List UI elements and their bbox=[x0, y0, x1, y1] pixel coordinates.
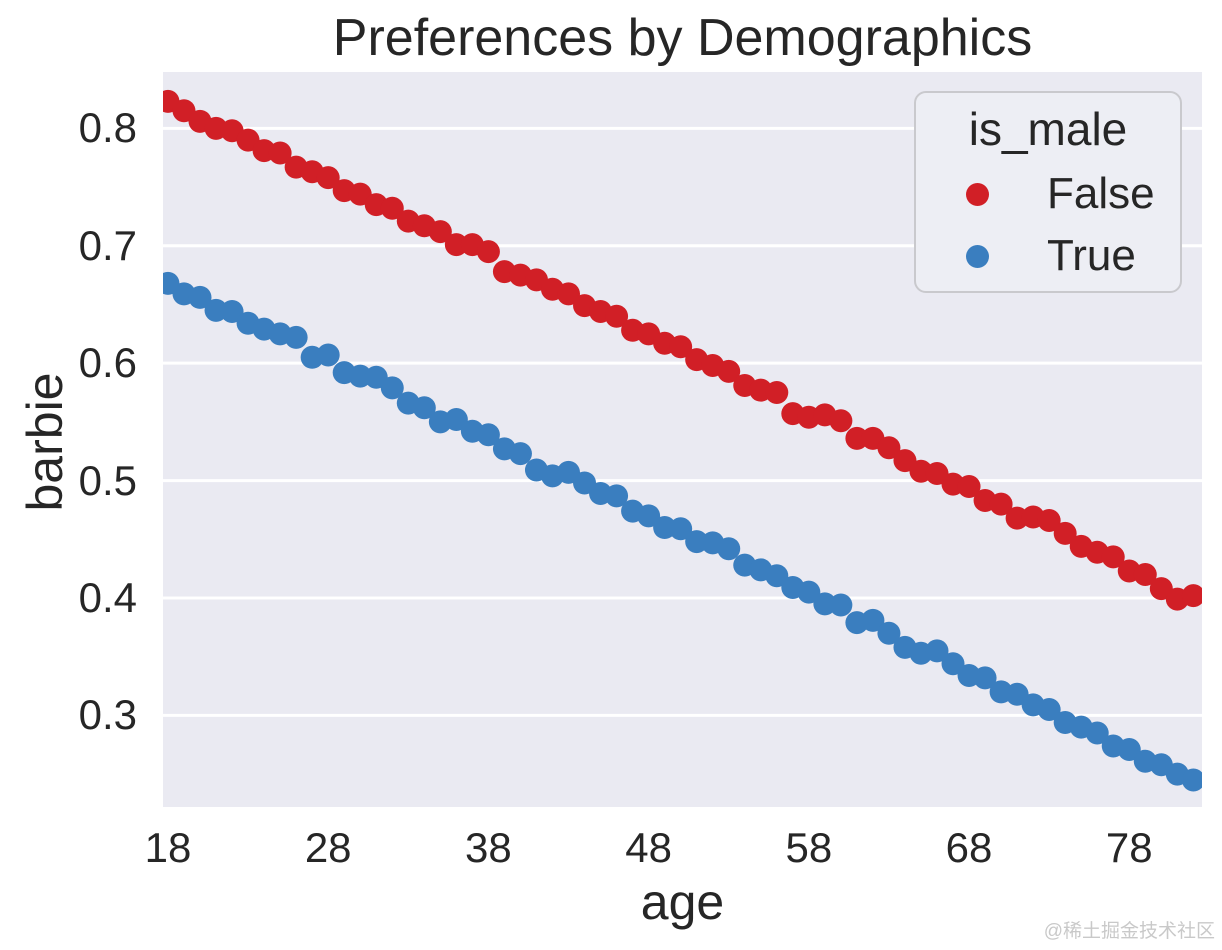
data-point-false bbox=[605, 304, 629, 328]
data-point-false bbox=[989, 492, 1013, 516]
data-point-true bbox=[476, 423, 500, 447]
y-tick-label: 0.8 bbox=[78, 104, 137, 152]
y-tick-label: 0.6 bbox=[78, 339, 137, 387]
watermark: @稀土掘金技术社区 bbox=[1043, 921, 1215, 942]
data-point-false bbox=[1053, 521, 1077, 545]
data-point-false bbox=[316, 166, 340, 190]
data-point-false bbox=[1037, 509, 1061, 533]
y-tick-label: 0.3 bbox=[78, 691, 137, 739]
data-point-false bbox=[444, 233, 468, 257]
true-series-marker-icon bbox=[966, 244, 989, 268]
data-point-true bbox=[765, 564, 789, 588]
y-tick-label: 0.5 bbox=[78, 456, 137, 504]
x-tick-label: 38 bbox=[465, 824, 512, 871]
y-tick-label: 0.4 bbox=[78, 574, 137, 621]
false-series-marker-icon bbox=[966, 182, 989, 206]
data-point-true bbox=[861, 608, 885, 632]
legend: is_male False True bbox=[914, 91, 1182, 293]
legend-entry-false: False bbox=[916, 163, 1180, 225]
data-point-false bbox=[557, 282, 581, 306]
data-point-false bbox=[877, 436, 901, 460]
data-point-true bbox=[1037, 698, 1061, 722]
data-point-true bbox=[508, 442, 532, 466]
data-point-true bbox=[1181, 768, 1202, 792]
x-tick-label: 58 bbox=[785, 824, 833, 871]
data-point-true bbox=[877, 621, 901, 645]
data-point-true bbox=[284, 325, 308, 349]
data-point-false bbox=[1133, 563, 1157, 587]
data-point-true bbox=[717, 537, 741, 561]
data-point-true bbox=[380, 376, 404, 400]
data-point-false bbox=[957, 474, 981, 498]
data-point-true bbox=[669, 517, 693, 541]
data-point-false bbox=[428, 220, 452, 244]
data-point-true bbox=[444, 408, 468, 432]
data-point-true bbox=[605, 484, 629, 508]
data-point-false bbox=[845, 426, 869, 450]
x-tick-label: 18 bbox=[144, 824, 192, 871]
x-tick-label: 78 bbox=[1105, 824, 1153, 871]
data-point-true bbox=[188, 285, 212, 309]
data-point-false bbox=[765, 381, 789, 405]
legend-title: is_male bbox=[968, 103, 1128, 155]
data-point-false bbox=[1101, 545, 1125, 569]
series-false bbox=[163, 89, 1202, 611]
x-tick-label: 28 bbox=[304, 824, 352, 871]
data-point-true bbox=[973, 666, 997, 690]
data-point-false bbox=[268, 141, 292, 165]
data-point-false bbox=[669, 335, 693, 359]
data-point-false bbox=[476, 240, 500, 264]
y-tick-label: 0.7 bbox=[78, 221, 137, 269]
x-axis-label: age bbox=[640, 874, 725, 930]
data-point-true bbox=[797, 580, 821, 604]
data-point-true bbox=[925, 639, 949, 663]
data-point-false bbox=[1181, 584, 1202, 608]
data-point-true bbox=[1117, 737, 1141, 761]
x-tick-label: 68 bbox=[945, 824, 993, 871]
data-point-false bbox=[380, 196, 404, 220]
data-point-false bbox=[829, 409, 853, 433]
legend-label-true: True bbox=[1047, 231, 1136, 280]
data-point-true bbox=[941, 652, 965, 676]
data-point-true bbox=[412, 396, 436, 420]
data-point-true bbox=[637, 504, 661, 528]
data-point-false bbox=[717, 359, 741, 383]
data-point-true bbox=[316, 343, 340, 367]
legend-entry-true: True bbox=[916, 225, 1180, 287]
chart-title: Preferences by Demographics bbox=[332, 9, 1033, 67]
x-tick-label: 48 bbox=[625, 824, 672, 871]
data-point-true bbox=[1085, 721, 1109, 745]
legend-label-false: False bbox=[1047, 169, 1155, 218]
data-point-true bbox=[829, 593, 853, 617]
series-true bbox=[163, 271, 1202, 792]
data-point-true bbox=[220, 300, 244, 324]
y-axis-label: barbie bbox=[17, 372, 73, 512]
